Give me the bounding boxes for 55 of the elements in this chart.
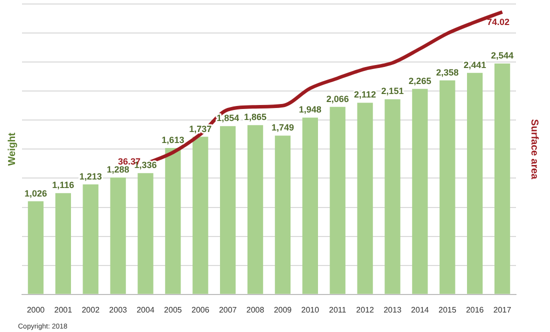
data-label: 1,749 <box>271 122 294 133</box>
x-tick-label: 2017 <box>493 305 512 314</box>
x-tick-label: 2004 <box>136 305 155 314</box>
x-tick-label: 2008 <box>246 305 265 314</box>
bar <box>82 184 98 294</box>
data-label: 1,213 <box>79 171 102 182</box>
x-tick-label: 2009 <box>274 305 292 314</box>
x-tick-label: 2001 <box>54 305 73 314</box>
bar <box>412 88 428 294</box>
bar <box>28 201 44 294</box>
data-label: 74.02 <box>487 16 510 27</box>
bar <box>165 148 181 294</box>
data-label: 1,865 <box>244 112 267 122</box>
data-label: 2,265 <box>408 76 432 86</box>
data-label: 1,026 <box>24 188 47 198</box>
y-axis-title: Weight <box>6 132 18 166</box>
bar <box>494 64 510 294</box>
bar <box>330 106 346 294</box>
data-label: 2,544 <box>491 50 514 61</box>
x-tick-label: 2011 <box>329 305 347 314</box>
data-label: 1,854 <box>216 113 240 124</box>
bar <box>192 136 208 294</box>
data-label: 2,112 <box>354 90 376 100</box>
bar <box>384 99 400 294</box>
data-label: 2,358 <box>436 67 459 78</box>
data-label: 1,116 <box>52 180 74 190</box>
bar <box>110 178 126 294</box>
data-label: 1,288 <box>106 164 130 174</box>
bar <box>247 125 264 294</box>
bar <box>467 72 483 294</box>
bar <box>440 80 456 294</box>
x-tick-label: 2014 <box>411 305 430 314</box>
bar <box>274 136 291 294</box>
x-tick-label: 2015 <box>438 305 457 314</box>
data-label: 2,441 <box>464 60 486 70</box>
x-tick-label: 2010 <box>301 305 320 314</box>
bar <box>138 173 154 294</box>
x-tick-label: 2007 <box>218 305 238 314</box>
x-tick-label: 2013 <box>384 305 402 314</box>
x-tick-label: 2005 <box>164 305 182 314</box>
bar <box>302 118 318 294</box>
data-label: 2,066 <box>326 94 349 104</box>
bar <box>55 193 71 294</box>
x-tick-label: 2016 <box>466 305 484 314</box>
x-tick-label: 2012 <box>356 305 375 314</box>
data-label: 2,151 <box>381 86 404 96</box>
x-tick-label: 2000 <box>26 305 46 314</box>
data-label: 1,948 <box>298 104 322 115</box>
data-label: 1,613 <box>162 135 184 146</box>
bar <box>357 102 373 294</box>
y2-axis-title: Surface area <box>528 119 540 180</box>
x-tick-label: 2003 <box>109 305 128 314</box>
x-tick-label: 2002 <box>82 305 100 314</box>
x-tick-label: 2006 <box>191 305 210 314</box>
bar <box>220 126 236 294</box>
